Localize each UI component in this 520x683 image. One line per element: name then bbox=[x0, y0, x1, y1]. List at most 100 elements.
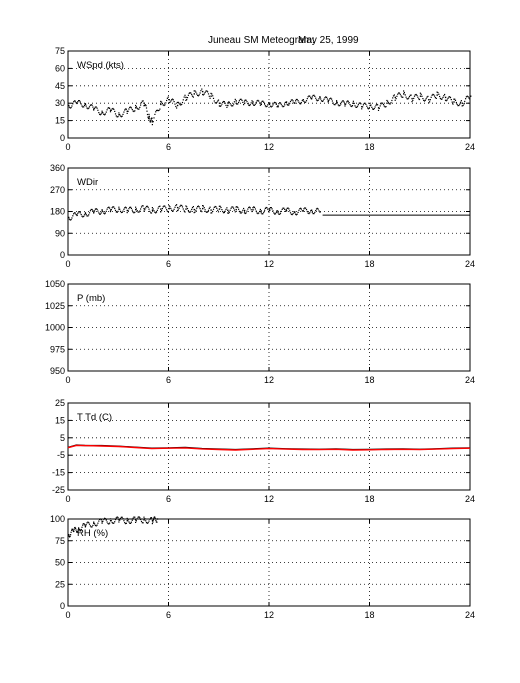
wdir-data-point bbox=[252, 209, 254, 211]
station-title: Juneau SM Meteogram: bbox=[208, 35, 315, 46]
wspd-data-point bbox=[205, 90, 207, 92]
wdir-data-point bbox=[292, 213, 294, 215]
wspd-data-point bbox=[98, 112, 100, 114]
temp-dewpoint-series-1-line bbox=[67, 444, 471, 451]
rh-data-point bbox=[128, 521, 130, 523]
temp-dewpoint-ytick-label: 25 bbox=[55, 398, 65, 408]
wdir-data-point bbox=[290, 213, 292, 215]
rh-data-point bbox=[143, 519, 145, 521]
wspd-data-point bbox=[409, 94, 411, 96]
wspd-data-point bbox=[258, 100, 260, 102]
wspd-data-point bbox=[88, 106, 91, 108]
wspd-data-point bbox=[338, 105, 340, 107]
rh-data-point bbox=[147, 522, 149, 524]
wspd-data-point bbox=[444, 96, 447, 99]
wspd-data-point bbox=[355, 106, 357, 108]
wdir-data-point bbox=[91, 208, 93, 211]
wdir-data-point bbox=[138, 211, 140, 213]
wspd-data-point bbox=[222, 100, 225, 103]
wspd-data-point bbox=[203, 93, 205, 95]
wdir-data-point bbox=[303, 208, 305, 210]
wdir-data-point bbox=[238, 208, 240, 210]
wspd-data-point bbox=[85, 105, 87, 107]
wdir-data-point bbox=[296, 213, 298, 215]
wdir-data-point bbox=[255, 210, 257, 212]
wspd-data-point bbox=[315, 97, 317, 99]
wdir-data-point bbox=[277, 212, 279, 214]
wdir-data-point bbox=[162, 206, 164, 208]
wspd-data-point bbox=[156, 109, 158, 111]
wspd-data-point bbox=[189, 92, 191, 94]
rh-data-point bbox=[116, 516, 118, 518]
rh-data-point bbox=[94, 524, 96, 526]
pressure-xtick-label: 6 bbox=[166, 375, 171, 385]
wspd-data-point bbox=[83, 106, 85, 108]
rh-data-point bbox=[76, 531, 78, 533]
wspd-data-point bbox=[372, 108, 374, 110]
rh-data-point bbox=[91, 526, 93, 528]
wspd-data-point bbox=[151, 121, 154, 123]
wspd-data-point bbox=[84, 103, 87, 106]
wdir-data-point bbox=[202, 205, 204, 207]
wspd-data-point bbox=[246, 101, 248, 103]
wspd-data-point bbox=[184, 94, 186, 96]
wspd-data-point bbox=[171, 99, 173, 101]
wdir-data-point bbox=[147, 206, 149, 208]
wdir-data-point bbox=[165, 207, 167, 209]
wspd-data-point bbox=[252, 103, 254, 105]
rh-data-point bbox=[146, 522, 148, 524]
wspd-data-point bbox=[271, 105, 273, 107]
wspd-data-point bbox=[384, 106, 386, 108]
wspd-data-point bbox=[411, 97, 413, 100]
wspd-data-point bbox=[186, 97, 189, 99]
wspd-data-point bbox=[248, 104, 251, 107]
wspd-data-point bbox=[104, 114, 106, 116]
wdir-data-point bbox=[118, 208, 120, 210]
temp-dewpoint-panel-label: T Td (C) bbox=[77, 412, 112, 423]
rh-data-point bbox=[144, 518, 146, 520]
wspd-data-point bbox=[141, 100, 143, 102]
rh-data-point bbox=[141, 522, 143, 524]
wspd-data-point bbox=[234, 98, 236, 100]
wdir-data-point bbox=[169, 206, 171, 208]
wspd-data-point bbox=[119, 115, 122, 117]
temp-dewpoint-xtick-label: 6 bbox=[166, 494, 171, 504]
wspd-data-point bbox=[445, 100, 447, 102]
wspd-data-point bbox=[341, 101, 343, 103]
rh-data-point bbox=[151, 520, 154, 522]
wspd-data-point bbox=[207, 91, 209, 93]
rh-xtick-label: 12 bbox=[264, 610, 274, 620]
wdir-data-point bbox=[109, 209, 112, 211]
wdir-data-point bbox=[291, 214, 293, 216]
wspd-data-point bbox=[71, 105, 73, 107]
rh-data-point bbox=[113, 522, 115, 524]
wdir-data-point bbox=[161, 210, 163, 212]
wdir-data-point bbox=[185, 205, 187, 207]
wspd-data-point bbox=[144, 104, 147, 106]
wspd-data-point bbox=[99, 114, 101, 116]
wspd-data-point bbox=[368, 107, 370, 109]
wdir-data-point bbox=[233, 209, 235, 211]
wdir-data-point bbox=[319, 211, 321, 213]
wspd-data-point bbox=[123, 111, 125, 113]
wdir-data-point bbox=[273, 212, 275, 214]
wspd-data-point bbox=[340, 103, 342, 105]
wspd-data-point bbox=[396, 95, 398, 97]
rh-data-point bbox=[98, 520, 100, 522]
wspd-data-point bbox=[457, 105, 459, 107]
wspd-data-point bbox=[232, 105, 234, 107]
wdir-data-point bbox=[298, 209, 300, 211]
wspd-data-point bbox=[228, 101, 230, 103]
wspd-data-point bbox=[91, 104, 93, 106]
wdir-data-point bbox=[135, 206, 137, 208]
wspd-data-point bbox=[285, 101, 288, 103]
wspd-data-point bbox=[465, 96, 467, 98]
pressure-xtick-label: 24 bbox=[465, 375, 475, 385]
wspd-data-point bbox=[75, 102, 77, 104]
wdir-data-point bbox=[232, 206, 234, 208]
wspd-data-point bbox=[126, 110, 128, 112]
wdir-data-point bbox=[181, 206, 184, 208]
rh-data-point bbox=[150, 517, 153, 519]
wspd-data-point bbox=[281, 105, 283, 107]
wspd-data-point bbox=[179, 103, 181, 106]
